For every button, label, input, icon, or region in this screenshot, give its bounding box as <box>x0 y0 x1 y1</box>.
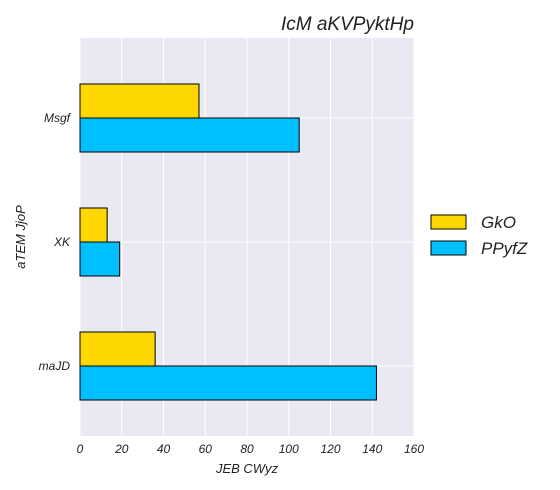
y-tick-label: XK <box>53 235 71 249</box>
bar-GkO-XK <box>79 207 108 243</box>
x-tick-label: 40 <box>157 442 171 456</box>
x-axis-ticks: 0 20 40 60 80 100 120 140 160 <box>77 442 425 456</box>
y-axis-label: aTEM JjoP <box>13 205 28 269</box>
bar-PPyfZ-Msgf <box>79 117 300 153</box>
x-tick-label: 60 <box>199 442 213 456</box>
x-tick-label: 140 <box>362 442 382 456</box>
bars <box>79 83 377 401</box>
x-tick-label: 20 <box>114 442 129 456</box>
x-tick-label: 120 <box>320 442 340 456</box>
legend: GkO PPyfZ <box>430 213 528 258</box>
bar-GkO-Msgf <box>79 83 200 119</box>
x-tick-label: 160 <box>404 442 424 456</box>
y-tick-label: Msgf <box>44 111 72 125</box>
chart-title: IcM aKVPyktHp <box>281 14 414 35</box>
x-tick-label: 80 <box>240 442 254 456</box>
x-tick-label: 0 <box>77 442 84 456</box>
y-axis-ticks: Msgf XK maJD <box>39 111 72 373</box>
y-tick-label: maJD <box>39 359 71 373</box>
legend-swatch-PPyfZ <box>430 240 467 256</box>
x-axis-label: JEB CWyz <box>215 461 279 476</box>
bar-PPyfZ-maJD <box>79 365 377 401</box>
legend-label-PPyfZ: PPyfZ <box>481 239 528 258</box>
bar-GkO-maJD <box>79 331 156 367</box>
legend-label-GkO: GkO <box>481 213 516 232</box>
bar-PPyfZ-XK <box>79 241 121 277</box>
x-tick-label: 100 <box>279 442 299 456</box>
legend-swatch-GkO <box>430 214 467 230</box>
